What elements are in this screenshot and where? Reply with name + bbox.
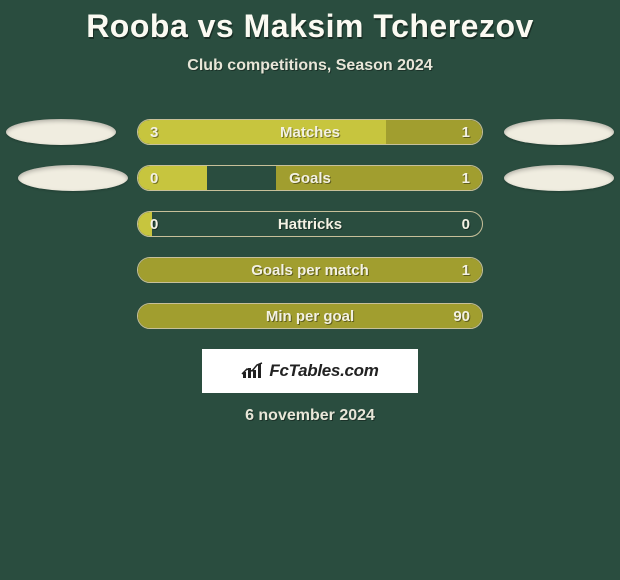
stat-row: Goals per match1: [0, 247, 620, 293]
player-right-ellipse: [504, 165, 614, 191]
stat-row: Hattricks0 0: [0, 201, 620, 247]
stat-label: Min per goal: [138, 304, 482, 328]
comparison-container: Rooba vs Maksim Tcherezov Club competiti…: [0, 0, 620, 425]
player-left-ellipse: [6, 119, 116, 145]
value-left: 0: [150, 166, 158, 190]
stat-label: Matches: [138, 120, 482, 144]
stat-label: Goals per match: [138, 258, 482, 282]
bar-chart-icon: [241, 362, 263, 380]
footer-date: 6 november 2024: [0, 407, 620, 425]
player-right-ellipse: [504, 119, 614, 145]
bar-track: Hattricks0 0: [137, 211, 483, 237]
value-left: 0: [150, 212, 158, 236]
value-right: 0: [462, 212, 470, 236]
value-right: 90: [453, 304, 470, 328]
bar-track: Matches3 1: [137, 119, 483, 145]
stat-label: Hattricks: [138, 212, 482, 236]
subtitle: Club competitions, Season 2024: [0, 57, 620, 75]
stat-label: Goals: [138, 166, 482, 190]
player-left-ellipse: [18, 165, 128, 191]
value-right: 1: [462, 120, 470, 144]
bar-track: Goals0 1: [137, 165, 483, 191]
stat-row: Matches3 1: [0, 109, 620, 155]
bar-track: Goals per match1: [137, 257, 483, 283]
page-title: Rooba vs Maksim Tcherezov: [0, 8, 620, 45]
logo-text: FcTables.com: [269, 361, 378, 381]
bar-track: Min per goal90: [137, 303, 483, 329]
stat-row: Min per goal90: [0, 293, 620, 339]
value-right: 1: [462, 166, 470, 190]
value-left: 3: [150, 120, 158, 144]
stats-rows: Matches31Goals01Hattricks00Goals per mat…: [0, 109, 620, 339]
stat-row: Goals0 1: [0, 155, 620, 201]
value-right: 1: [462, 258, 470, 282]
logo-box[interactable]: FcTables.com: [202, 349, 418, 393]
